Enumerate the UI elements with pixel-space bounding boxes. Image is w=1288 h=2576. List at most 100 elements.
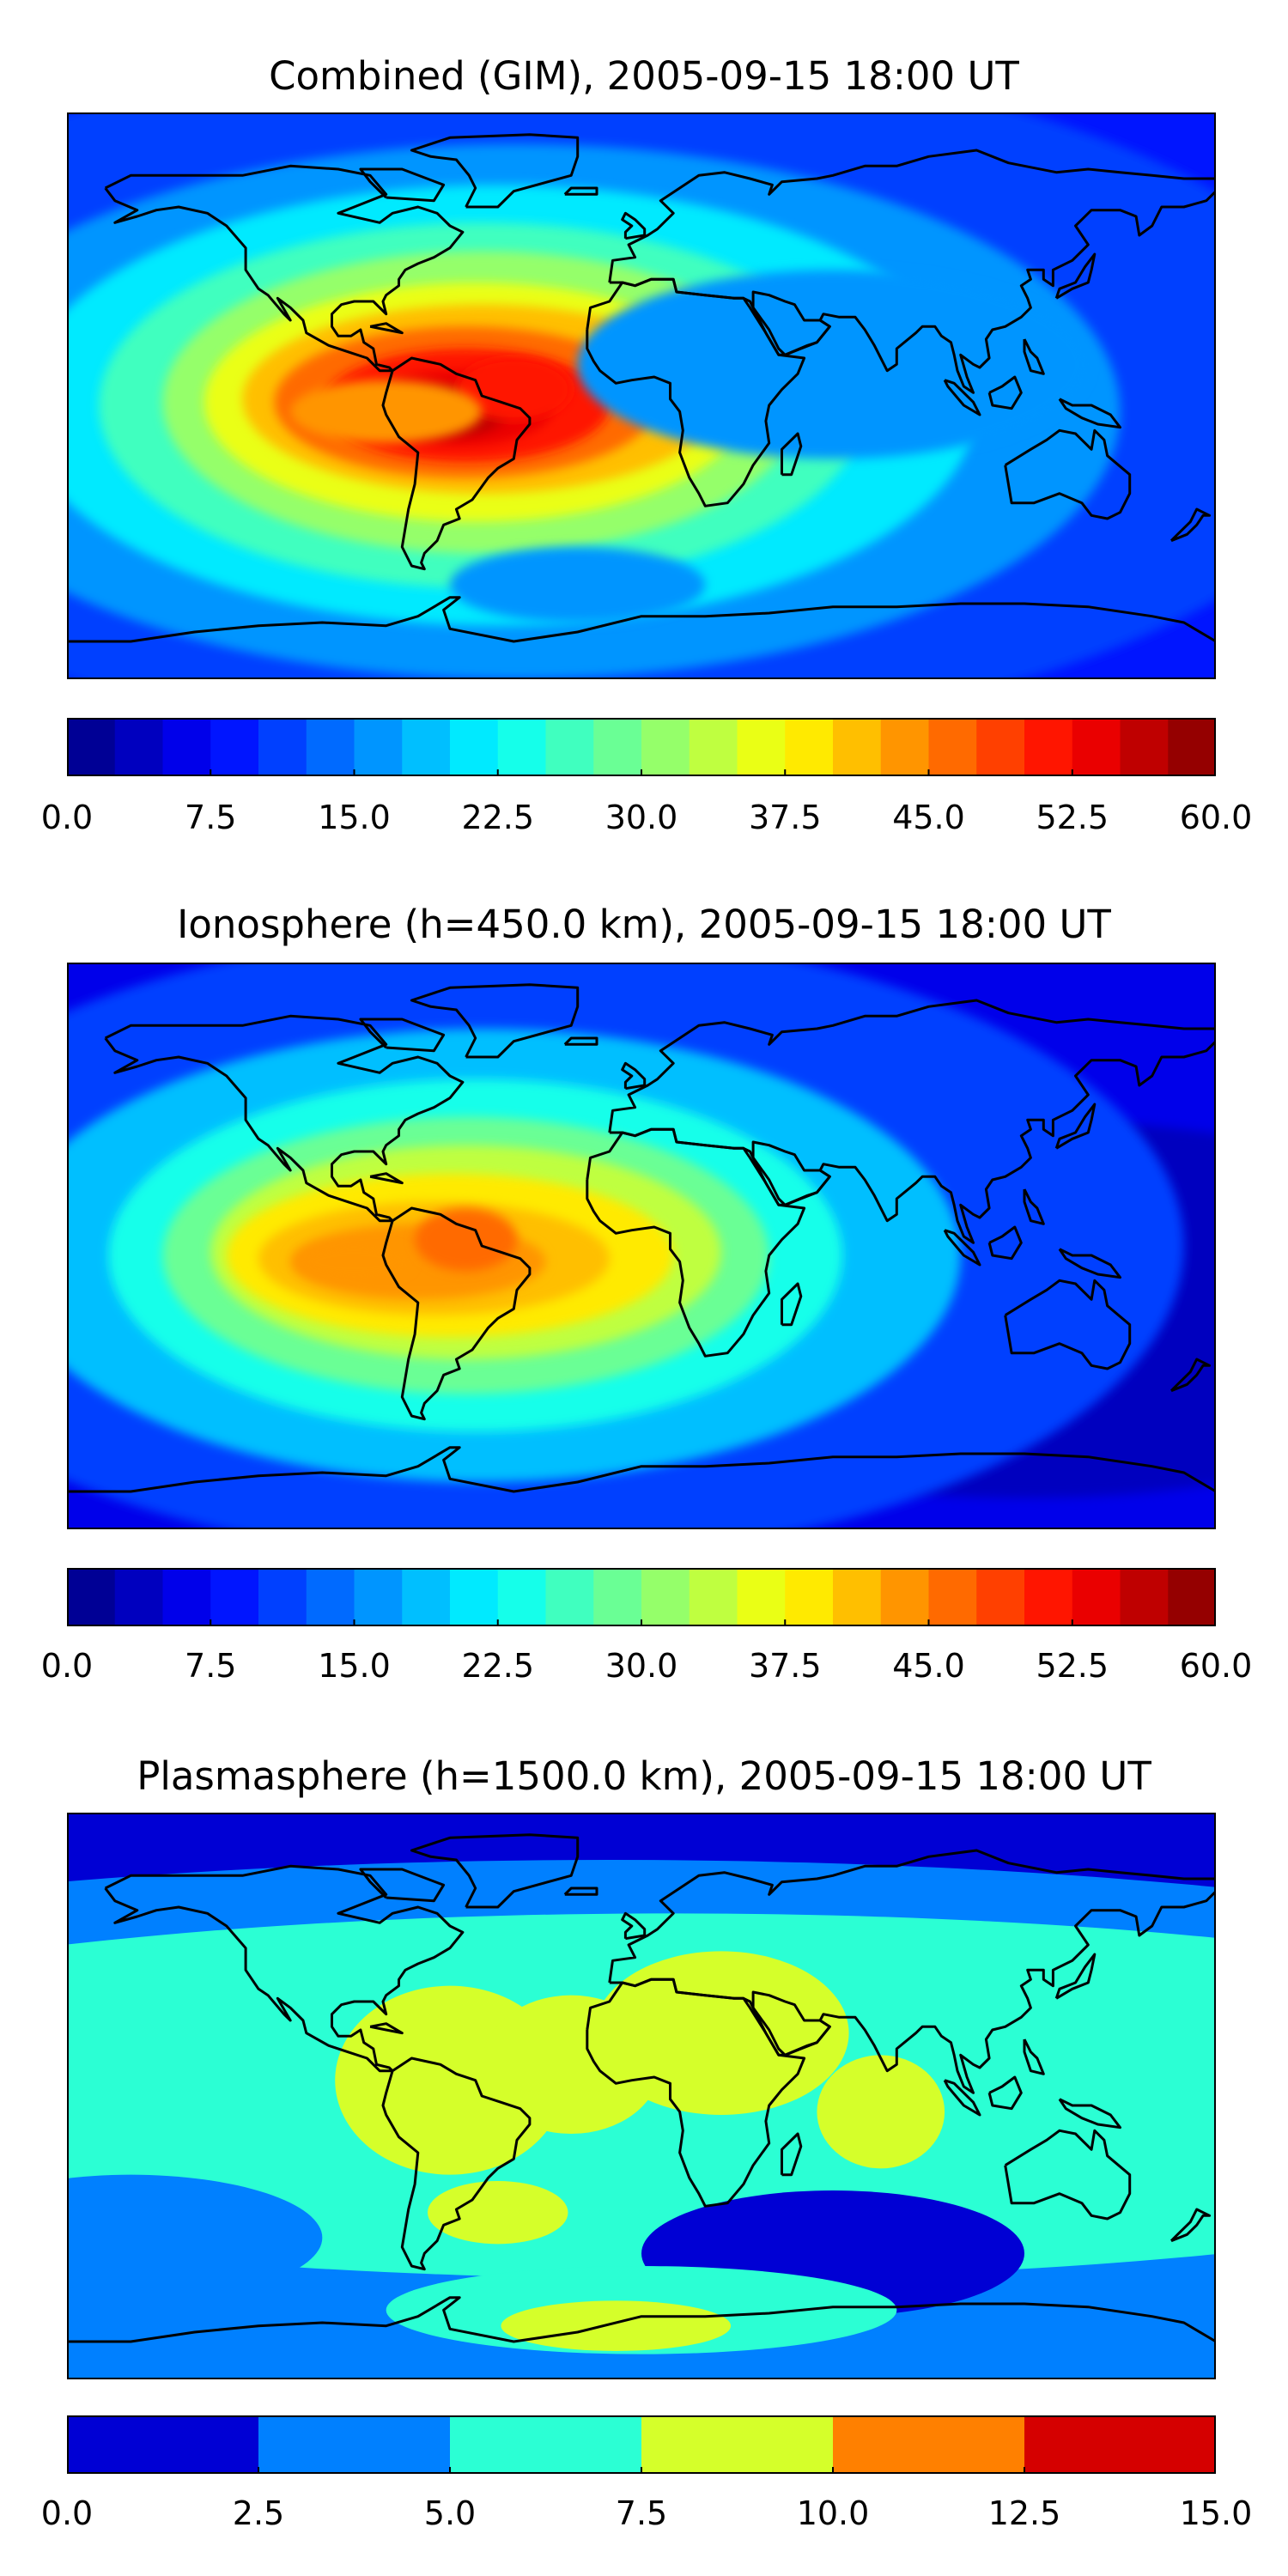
colorbar-combined [66, 718, 1217, 776]
colorbar-tick-label: 22.5 [461, 1647, 535, 1685]
colorbar-segment [354, 718, 403, 776]
coastline-southAmerica [381, 1206, 532, 1421]
colorbar-segment [737, 718, 786, 776]
coastline-arabia [751, 1140, 831, 1206]
contour-region [427, 2181, 568, 2245]
coastline-arabia [751, 1990, 831, 2057]
coastline-japan [1054, 252, 1097, 300]
coastline-cuba [369, 322, 404, 335]
coastline-australia [1004, 2129, 1132, 2221]
map-frame [67, 1813, 1216, 2379]
coastline-antarctica [67, 2296, 1216, 2360]
colorbar-segment [162, 1568, 211, 1626]
colorbar-segment [689, 1568, 738, 1626]
coastline-uk [621, 1061, 647, 1091]
colorbar-tick-label: 37.5 [748, 799, 822, 836]
colorbar-segment [689, 718, 738, 776]
colorbar-segment [1024, 718, 1073, 776]
contour-region [296, 1242, 412, 1281]
coastline-newZealand [1170, 2208, 1212, 2243]
coastline-madagascar [781, 2132, 803, 2177]
colorbar-segment [402, 718, 451, 776]
coastline-arabia [751, 290, 831, 356]
colorbar-tick-label: 37.5 [748, 1647, 822, 1685]
coastline-northAmerica [104, 164, 465, 373]
coastlines [67, 983, 1216, 1510]
coastline-southAmerica [381, 2057, 532, 2271]
colorbar-tick-label: 0.0 [40, 2494, 94, 2532]
contour-region [817, 2055, 945, 2169]
coastline-sumatra [943, 379, 981, 416]
colorbar-segment [1120, 1568, 1169, 1626]
colorbar-ticks-ionosphere: 0.0 7.5 15.0 22.5 30.0 37.5 45.0 52.5 60.0 [41, 1647, 1253, 1698]
coastline-madagascar [781, 432, 803, 477]
coastline-northAmerica [104, 1864, 465, 2073]
contour-region [501, 2300, 732, 2351]
coastline-baffin [359, 1868, 446, 1903]
colorbar-tick-label: 12.5 [987, 2494, 1061, 2532]
chart-title-plasmasphere: Plasmasphere (h=1500.0 km), 2005-09-15 1… [137, 1753, 1151, 1799]
contour-fills [67, 112, 1216, 679]
contour-region [456, 358, 572, 422]
coastline-greenland [410, 1833, 580, 1909]
colorbar-segment [1120, 718, 1169, 776]
coastline-newZealand [1170, 507, 1212, 543]
coastline-antarctica [67, 1446, 1216, 1510]
colorbar-segment [641, 2415, 834, 2474]
coastline-africa [586, 277, 806, 507]
map-plasmasphere [67, 1813, 1216, 2379]
colorbar-segment [162, 718, 211, 776]
coastline-japan [1054, 1103, 1097, 1150]
colorbar-segment [785, 718, 834, 776]
chart-title-ionosphere: Ionosphere (h=450.0 km), 2005-09-15 18:0… [177, 902, 1111, 947]
contour-region [482, 1995, 661, 2134]
colorbar-tick-label: 5.0 [423, 2494, 477, 2532]
coastline-sumatra [943, 2079, 981, 2117]
colorbar-segment [641, 718, 690, 776]
colorbar-segment [785, 1568, 834, 1626]
colorbar-segment [928, 1568, 977, 1626]
colorbar-tick-label: 45.0 [892, 799, 965, 836]
colorbar-tick-label: 7.5 [185, 799, 237, 836]
coastline-sumatra [943, 1229, 981, 1267]
colorbar-tick-label: 22.5 [461, 799, 535, 836]
colorbar-segment [1168, 718, 1217, 776]
coastline-baffin [359, 1018, 446, 1053]
colorbar-tick-label: 2.5 [232, 2494, 285, 2532]
coastline-greenland [410, 133, 580, 209]
coastline-borneo [987, 1225, 1023, 1261]
colorbar-segment [833, 718, 882, 776]
colorbar-segment [1072, 718, 1121, 776]
coastline-borneo [987, 2075, 1023, 2111]
colorbar-segment [210, 718, 259, 776]
coastline-africa [586, 1978, 806, 2208]
colorbar-segment [258, 1568, 307, 1626]
colorbar-segment [593, 718, 642, 776]
colorbar-segment [1024, 1568, 1073, 1626]
coastline-philippines [1023, 2038, 1045, 2075]
map-svg-combined [67, 112, 1216, 679]
map-svg-plasmasphere [67, 1813, 1216, 2379]
colorbar-tick-label: 45.0 [892, 1647, 965, 1685]
coastline-borneo [987, 375, 1023, 410]
colorbar-segment [258, 2415, 451, 2474]
colorbar-segment [833, 1568, 882, 1626]
coastline-iceland [563, 1036, 598, 1046]
colorbar-svg-combined [66, 718, 1217, 776]
coastline-iceland [563, 1886, 598, 1896]
colorbar-segment [880, 718, 929, 776]
colorbar-segment [258, 718, 307, 776]
coastlines [67, 1833, 1216, 2360]
colorbar-segment [880, 1568, 929, 1626]
colorbar-segment [593, 1568, 642, 1626]
colorbar-segment [1024, 2415, 1217, 2474]
coastline-northAmerica [104, 1014, 465, 1223]
colorbar-tick-label: 30.0 [605, 1647, 678, 1685]
colorbar-segment [976, 718, 1025, 776]
coastline-cuba [369, 2022, 404, 2035]
colorbar-segment [928, 718, 977, 776]
colorbar-segment [67, 2415, 259, 2474]
map-svg-ionosphere [67, 963, 1216, 1529]
coastline-australia [1004, 428, 1132, 520]
colorbar-tick-label: 60.0 [1179, 1647, 1253, 1685]
